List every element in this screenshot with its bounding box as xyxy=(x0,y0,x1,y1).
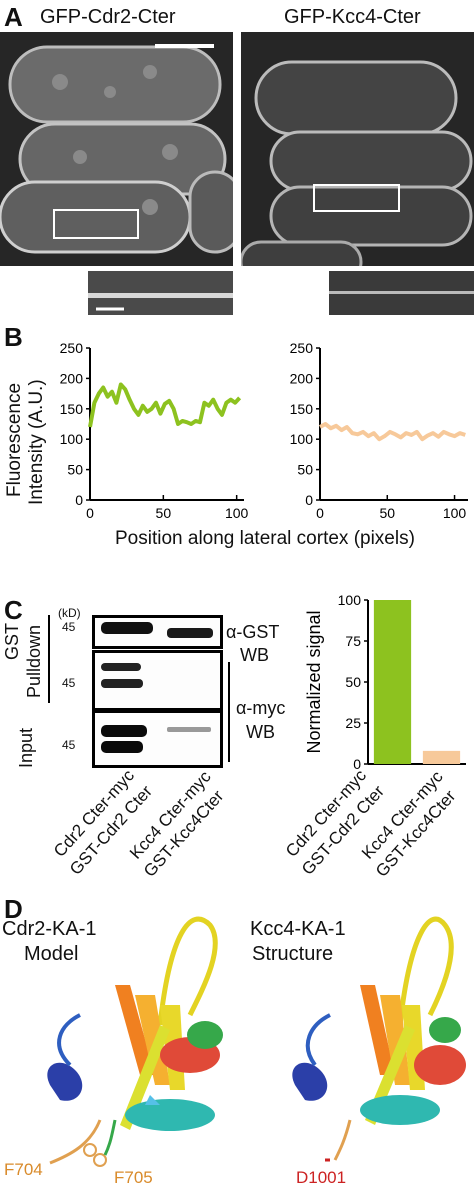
panel-b-ylabel-line1: Fluorescence xyxy=(4,382,25,497)
blot-pulldown-myc xyxy=(92,650,223,711)
chart-c-bar: Normalized signal 0 25 50 75 100 xyxy=(304,592,466,772)
chart-b-right-xtick-label: 50 xyxy=(379,505,395,521)
myc-bracket xyxy=(228,662,230,762)
gst-label: GST xyxy=(2,622,22,660)
agst-label: α-GST xyxy=(226,622,280,642)
blot-gst xyxy=(92,615,223,649)
bar-ytick-label: 100 xyxy=(338,592,362,608)
marker-45-bot: 45 xyxy=(62,738,76,752)
blot-input-myc xyxy=(92,710,223,768)
marker-45-top: 45 xyxy=(62,620,76,634)
panel-d-left-title-1: Cdr2-KA-1 xyxy=(2,918,97,940)
bar-ytick-label: 75 xyxy=(345,633,361,649)
chart-b-left: 0 50 100 150 200 250 0 50 100 xyxy=(60,340,249,521)
micrograph-cdr2-drawing xyxy=(0,32,233,266)
bar-2 xyxy=(422,750,461,764)
chart-b-right: 0 50 100 150 200 250 0 50 100 xyxy=(290,340,468,521)
chart-b-left-xtick-label: 0 xyxy=(86,505,94,521)
label-d1001: D1001 xyxy=(296,1168,347,1187)
panel-letter-a: A xyxy=(4,2,23,32)
panel-b-xlabel: Position along lateral cortex (pixels) xyxy=(115,528,415,549)
label-f704: F704 xyxy=(4,1160,43,1179)
bar-ytick-label: 0 xyxy=(353,756,361,772)
chart-b-left-ytick-label: 150 xyxy=(60,401,84,417)
blot-input-myc-bands xyxy=(101,725,211,753)
chart-b-left-ytick-label: 50 xyxy=(67,462,83,478)
chart-b-left-series-line xyxy=(88,382,242,428)
kd-label: (kD) xyxy=(58,606,81,620)
panel-d-left-title-2: Model xyxy=(24,943,79,965)
panel-letter-c: C xyxy=(4,595,23,625)
inset-kcc4-drawing xyxy=(329,271,474,315)
chart-b-left-ytick-label: 200 xyxy=(60,370,84,386)
chart-b-right-xtick-label: 0 xyxy=(316,505,324,521)
marker-45-mid: 45 xyxy=(62,676,76,690)
chart-b-right-ytick-label: 250 xyxy=(290,340,314,356)
chart-b-right-ytick-label: 0 xyxy=(305,492,313,508)
chart-b-right-ytick-label: 100 xyxy=(290,431,314,447)
inset-cdr2-drawing xyxy=(88,271,233,315)
chart-b-right-ytick-label: 200 xyxy=(290,370,314,386)
wb-label-1: WB xyxy=(240,645,269,665)
kcc4-ribbon-structure xyxy=(292,916,466,1162)
bar-1 xyxy=(373,600,412,764)
bar-ytick-label: 25 xyxy=(345,715,361,731)
micrograph-kcc4 xyxy=(241,32,474,266)
inset-cdr2 xyxy=(88,271,233,315)
panel-d-right-title-1: Kcc4-KA-1 xyxy=(250,918,346,940)
bar-ytick-label: 50 xyxy=(345,674,361,690)
pulldown-label: Pulldown xyxy=(24,624,44,698)
label-f705: F705 xyxy=(114,1168,153,1187)
chart-b-right-ytick-label: 150 xyxy=(290,401,314,417)
panel-a-right-title: GFP-Kcc4-Cter xyxy=(284,6,421,28)
chart-b-right-series-line xyxy=(319,422,466,442)
input-label: Input xyxy=(16,727,36,768)
amyc-label: α-myc xyxy=(236,698,286,718)
panel-b-ylabel-line2: Intensity (A.U.) xyxy=(26,379,47,505)
micrograph-kcc4-drawing xyxy=(241,32,474,266)
blot-pulldown-myc-bands xyxy=(101,663,143,688)
panel-letter-b: B xyxy=(4,322,23,352)
inset-kcc4 xyxy=(329,271,474,315)
gst-pulldown-bracket xyxy=(48,615,50,703)
wb-label-2: WB xyxy=(246,722,275,742)
cdr2-ribbon-model xyxy=(47,916,223,1167)
panel-d-right-title-2: Structure xyxy=(252,943,334,965)
bar-ylabel: Normalized signal xyxy=(304,610,324,753)
panel-a-left-title: GFP-Cdr2-Cter xyxy=(40,6,176,28)
chart-b-left-ytick-label: 0 xyxy=(75,492,83,508)
chart-b-left-xtick-label: 100 xyxy=(225,505,249,521)
chart-b-left-ytick-label: 250 xyxy=(60,340,84,356)
chart-b-left-xtick-label: 50 xyxy=(156,505,172,521)
blot-gst-bands xyxy=(101,622,213,638)
panel-letter-d: D xyxy=(4,894,23,924)
micrograph-cdr2 xyxy=(0,32,233,266)
chart-b-right-xtick-label: 100 xyxy=(443,505,467,521)
chart-b-left-ytick-label: 100 xyxy=(60,431,84,447)
chart-b-right-ytick-label: 50 xyxy=(297,462,313,478)
